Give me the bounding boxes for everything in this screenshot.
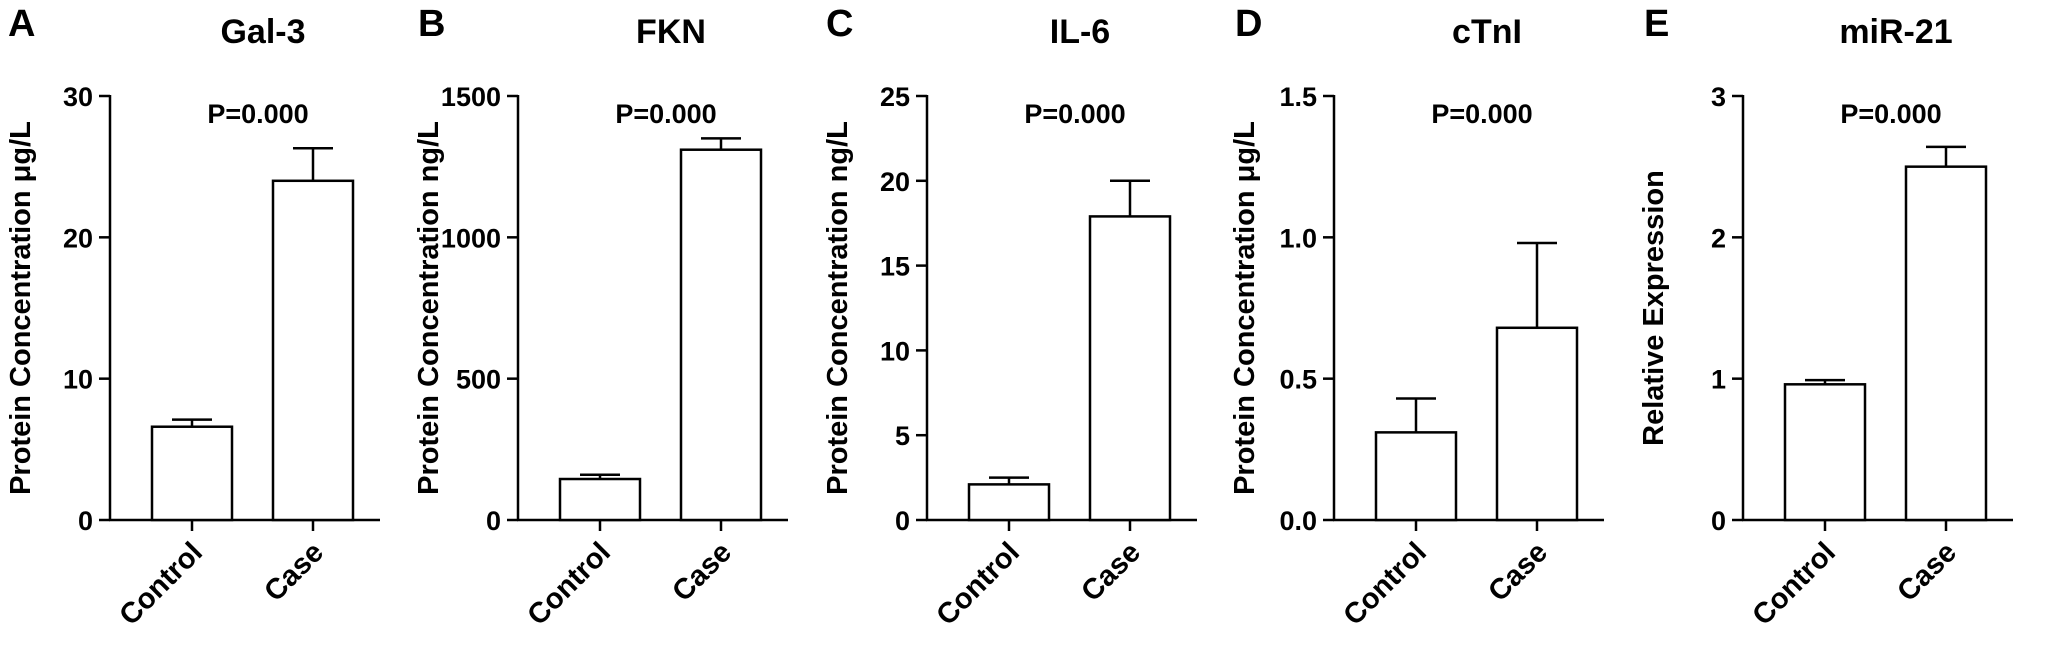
bar-control [150,425,234,522]
x-tick-label: Case [1891,536,1963,608]
chart-title: cTnI [1452,13,1522,51]
bar-control [1374,431,1458,522]
bar-case [271,179,355,522]
y-tick-label: 5 [895,421,910,451]
y-tick-label: 10 [880,336,910,366]
y-axis-label: Protein Concentration μg/L [5,121,37,495]
chart-title: IL-6 [1050,13,1110,51]
y-axis-label: Protein Concentration ng/L [822,121,854,495]
y-tick-label: 2 [1711,223,1726,253]
y-tick-label: 0.5 [1279,365,1317,395]
x-tick-label: Control [521,536,617,632]
p-value-annotation: P=0.000 [615,99,716,129]
y-tick-label: 30 [63,82,93,112]
y-tick-label: 3 [1711,82,1726,112]
y-tick-label: 10 [63,365,93,395]
bar-control [967,483,1051,522]
x-tick-label: Control [113,536,209,632]
y-tick-label: 1 [1711,365,1726,395]
panel-letter: C [826,3,853,45]
panel-letter: D [1235,3,1262,45]
y-tick-label: 25 [880,82,910,112]
p-value-annotation: P=0.000 [207,99,308,129]
x-tick-label: Control [930,536,1026,632]
y-tick-label: 1500 [441,82,501,112]
x-tick-label: Control [1746,536,1842,632]
y-tick-label: 0 [486,506,501,536]
bar-case [1904,165,1988,522]
p-value-annotation: P=0.000 [1024,99,1125,129]
y-tick-label: 500 [456,365,501,395]
y-tick-label: 0.0 [1279,506,1317,536]
bar-control [1783,383,1867,522]
chart-panel-a: A Gal-3 P=0.000 Protein Concentration μg/L 0… [5,3,380,632]
y-tick-label: 0 [78,506,93,536]
y-tick-label: 20 [880,167,910,197]
bar-case [1495,326,1579,522]
x-tick-label: Case [1482,536,1554,608]
bar-case [1088,215,1172,522]
y-tick-label: 0 [895,506,910,536]
x-tick-label: Case [666,536,738,608]
x-tick-label: Case [258,536,330,608]
y-axis-label: Relative Expression [1638,170,1670,446]
chart-title: FKN [636,13,706,51]
y-axis-label: Protein Concentration ng/L [413,121,445,495]
y-tick-label: 1000 [441,223,501,253]
chart-panel-b: B FKN P=0.000 Protein Concentration ng/L 0 50… [413,3,788,632]
y-tick-label: 1.0 [1279,223,1317,253]
panel-letter: E [1644,3,1669,45]
panel-letter: A [8,3,35,45]
bar-control [558,477,642,522]
bar-case [679,148,763,522]
chart-title: miR-21 [1839,13,1952,51]
y-tick-label: 1.5 [1279,82,1317,112]
p-value-annotation: P=0.000 [1840,99,1941,129]
p-value-annotation: P=0.000 [1431,99,1532,129]
x-tick-label: Control [1337,536,1433,632]
x-tick-label: Case [1075,536,1147,608]
y-tick-label: 20 [63,223,93,253]
chart-title: Gal-3 [220,13,305,51]
y-axis-label: Protein Concentration μg/L [1229,121,1261,495]
y-tick-label: 0 [1711,506,1726,536]
chart-panel-c: C IL-6 P=0.000 Protein Concentration ng/L 0 5… [822,3,1197,632]
y-tick-label: 15 [880,252,910,282]
panel-letter: B [418,3,445,45]
